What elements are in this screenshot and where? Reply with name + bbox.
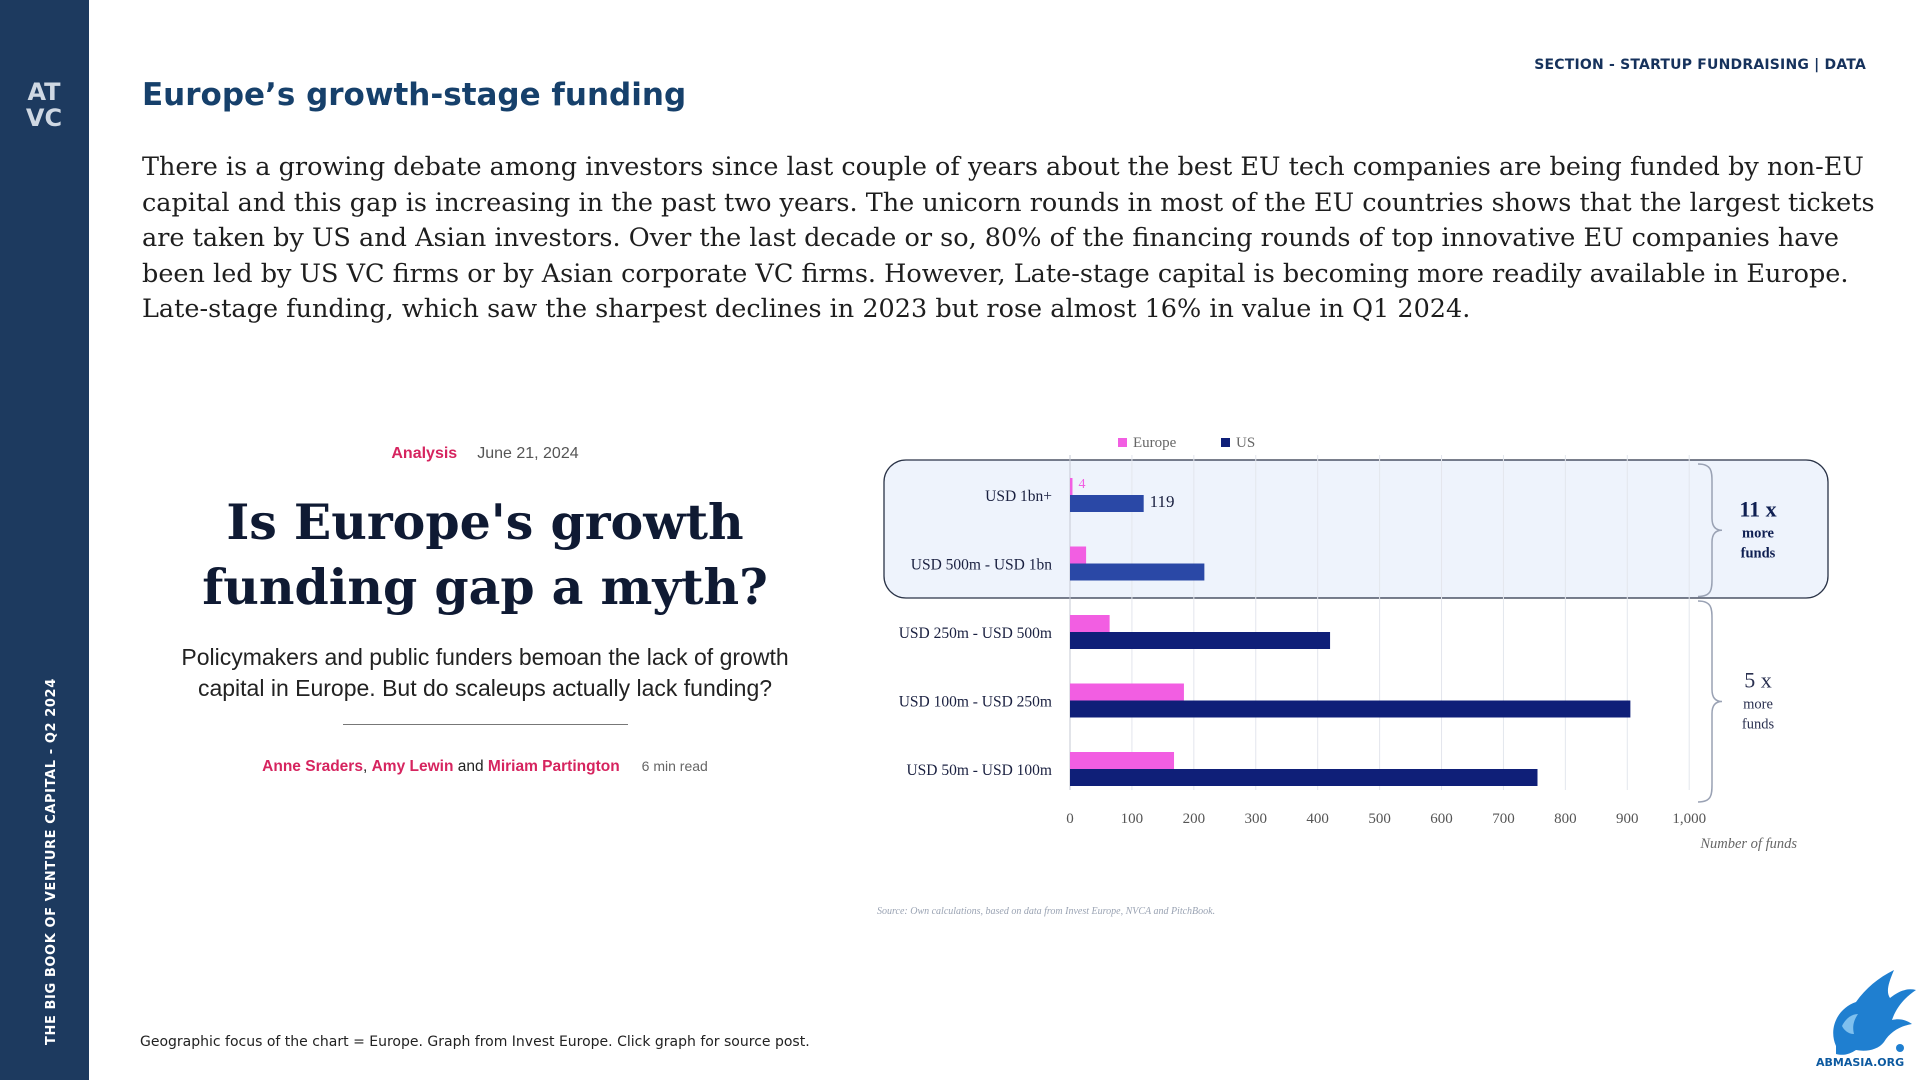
article-headline-line: Is Europe's growth xyxy=(226,493,744,551)
annotation-text: funds xyxy=(1742,717,1775,733)
category-label: USD 50m - USD 100m xyxy=(906,762,1052,779)
svg-text:ABMASIA.ORG: ABMASIA.ORG xyxy=(1816,1056,1904,1068)
x-tick-label: 800 xyxy=(1554,811,1577,827)
author-separator: , xyxy=(362,758,372,775)
author-link[interactable]: Anne Sraders xyxy=(262,758,363,775)
legend-label: Europe xyxy=(1133,435,1177,451)
bar xyxy=(1070,478,1073,495)
article-headline-line: funding gap a myth? xyxy=(202,558,768,616)
article-meta: Analysis June 21, 2024 xyxy=(140,445,830,463)
bar xyxy=(1070,546,1087,564)
atvc-logo: AT VC xyxy=(26,78,62,130)
chart-source: Source: Own calculations, based on data … xyxy=(877,906,1216,917)
category-label: USD 1bn+ xyxy=(985,488,1052,505)
category-label: USD 500m - USD 1bn xyxy=(911,557,1052,574)
x-tick-label: 900 xyxy=(1616,811,1639,827)
eagle-logo-icon: ABMASIA.ORG xyxy=(1816,970,1916,1068)
bar xyxy=(1070,563,1205,581)
sidebar: AT VC THE BIG BOOK OF VENTURE CAPITAL - … xyxy=(0,0,89,1080)
x-tick-label: 600 xyxy=(1430,811,1453,827)
author-separator: and xyxy=(453,758,488,775)
x-tick-label: 400 xyxy=(1306,811,1329,827)
svg-text:VC: VC xyxy=(26,104,62,130)
annotation-text: more xyxy=(1742,525,1775,541)
article-category[interactable]: Analysis xyxy=(391,445,458,462)
data-label: 119 xyxy=(1150,492,1175,511)
bar xyxy=(1070,700,1631,718)
annotation-multiplier: 5 x xyxy=(1744,668,1772,693)
legend-swatch xyxy=(1118,438,1127,447)
article-card[interactable]: Analysis June 21, 2024 Is Europe's growth… xyxy=(140,420,830,790)
annotation-brace xyxy=(1697,463,1723,598)
bar xyxy=(1070,683,1184,701)
x-tick-label: 200 xyxy=(1183,811,1206,827)
x-tick-label: 300 xyxy=(1245,811,1268,827)
annotation-text: funds xyxy=(1741,545,1776,561)
legend-swatch xyxy=(1221,438,1230,447)
data-label: 4 xyxy=(1078,477,1085,492)
article-subtitle: Policymakers and public funders bemoan t… xyxy=(140,642,830,704)
article-date: June 21, 2024 xyxy=(477,445,579,462)
category-label: USD 100m - USD 250m xyxy=(899,694,1052,711)
article-headline[interactable]: Is Europe's growth funding gap a myth? xyxy=(140,490,830,620)
annotation-text: more xyxy=(1743,697,1773,713)
bar xyxy=(1070,632,1331,649)
bar xyxy=(1070,752,1175,769)
legend-label: US xyxy=(1236,435,1255,451)
x-tick-label: 1,000 xyxy=(1672,811,1706,827)
article-subtitle-line: Policymakers and public funders bemoan t… xyxy=(181,644,789,670)
bar xyxy=(1070,769,1538,786)
page-title: Europe’s growth-stage funding xyxy=(142,77,687,113)
svg-text:AT: AT xyxy=(27,78,61,106)
sidebar-vertical-text: THE BIG BOOK OF VENTURE CAPITAL - Q2 202… xyxy=(44,678,59,1045)
footer-note: Geographic focus of the chart = Europe. … xyxy=(140,1034,810,1050)
article-read-time: 6 min read xyxy=(641,758,708,774)
x-axis-label: Number of funds xyxy=(1699,836,1797,852)
annotation-multiplier: 11 x xyxy=(1739,496,1776,521)
annotation-brace xyxy=(1697,600,1723,803)
article-subtitle-line: capital in Europe. But do scaleups actua… xyxy=(197,675,773,701)
article-divider xyxy=(343,724,628,725)
author-link[interactable]: Miriam Partington xyxy=(487,758,620,775)
category-label: USD 250m - USD 500m xyxy=(899,625,1052,642)
author-link[interactable]: Amy Lewin xyxy=(371,758,454,775)
bar xyxy=(1070,495,1144,512)
highlight-box xyxy=(883,459,1829,599)
funds-bar-chart[interactable]: Europe US USD 1bn+ USD 500m - USD 1bn USD 25… xyxy=(880,425,1880,900)
x-tick-label: 100 xyxy=(1121,811,1144,827)
x-tick-label: 700 xyxy=(1492,811,1515,827)
x-tick-label: 500 xyxy=(1368,811,1391,827)
x-tick-label: 0 xyxy=(1066,811,1074,827)
article-authors: Anne Sraders, Amy Lewin and Miriam Parti… xyxy=(140,758,830,776)
bar xyxy=(1070,615,1110,632)
section-label: SECTION - STARTUP FUNDRAISING | DATA xyxy=(1534,57,1866,73)
intro-paragraph: There is a growing debate among investor… xyxy=(142,152,1875,324)
